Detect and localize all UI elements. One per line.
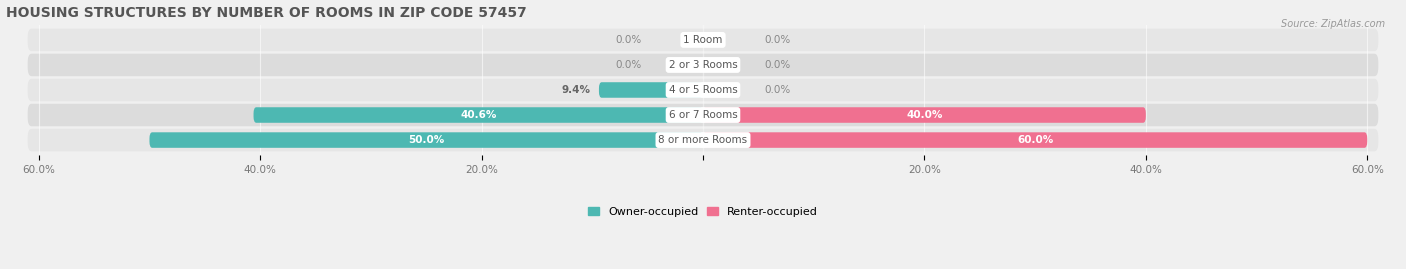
FancyBboxPatch shape	[703, 132, 1367, 148]
FancyBboxPatch shape	[703, 107, 1146, 123]
FancyBboxPatch shape	[599, 82, 703, 98]
Text: 60.0%: 60.0%	[1017, 135, 1053, 145]
Text: 0.0%: 0.0%	[616, 60, 643, 70]
Text: 0.0%: 0.0%	[763, 60, 790, 70]
Text: 0.0%: 0.0%	[763, 35, 790, 45]
FancyBboxPatch shape	[253, 107, 703, 123]
Text: 9.4%: 9.4%	[561, 85, 591, 95]
FancyBboxPatch shape	[28, 129, 1378, 151]
FancyBboxPatch shape	[28, 29, 1378, 51]
Text: 2 or 3 Rooms: 2 or 3 Rooms	[669, 60, 737, 70]
Legend: Owner-occupied, Renter-occupied: Owner-occupied, Renter-occupied	[583, 202, 823, 221]
FancyBboxPatch shape	[28, 54, 1378, 76]
Text: 50.0%: 50.0%	[408, 135, 444, 145]
Text: 40.0%: 40.0%	[907, 110, 942, 120]
FancyBboxPatch shape	[28, 79, 1378, 101]
FancyBboxPatch shape	[28, 104, 1378, 126]
Text: 8 or more Rooms: 8 or more Rooms	[658, 135, 748, 145]
Text: HOUSING STRUCTURES BY NUMBER OF ROOMS IN ZIP CODE 57457: HOUSING STRUCTURES BY NUMBER OF ROOMS IN…	[6, 6, 526, 20]
Text: 40.6%: 40.6%	[460, 110, 496, 120]
Text: 4 or 5 Rooms: 4 or 5 Rooms	[669, 85, 737, 95]
FancyBboxPatch shape	[149, 132, 703, 148]
Text: 1 Room: 1 Room	[683, 35, 723, 45]
Text: Source: ZipAtlas.com: Source: ZipAtlas.com	[1281, 19, 1385, 29]
Text: 0.0%: 0.0%	[616, 35, 643, 45]
Text: 6 or 7 Rooms: 6 or 7 Rooms	[669, 110, 737, 120]
Text: 0.0%: 0.0%	[763, 85, 790, 95]
